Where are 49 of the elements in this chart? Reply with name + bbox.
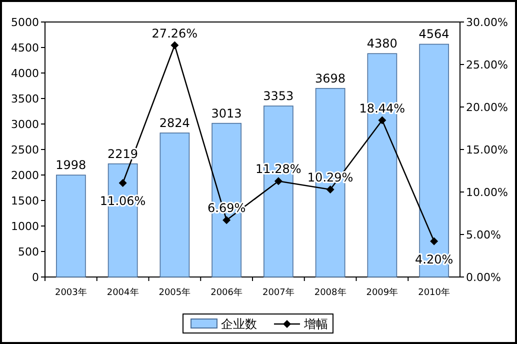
x-tick-label: 2008年	[314, 287, 346, 298]
point	[274, 177, 282, 186]
x-tick-label: 2007年	[262, 287, 294, 298]
x-tick-label: 2004年	[106, 287, 139, 298]
point	[430, 237, 438, 246]
y-tick-label: 4000	[11, 67, 39, 80]
data-label: 3353	[263, 88, 294, 103]
data-label: 4380	[366, 36, 398, 51]
data-label: 18.44%	[359, 101, 406, 116]
data-label: 4.20%	[415, 252, 454, 266]
y-tick-label: 5000	[11, 16, 39, 29]
x-tick-label: 2006年	[210, 287, 243, 298]
data-label: 3698	[315, 71, 346, 86]
y2-tick-label: 30.00%	[466, 16, 508, 29]
x-tick-label: 2003年	[54, 287, 87, 298]
point	[326, 186, 334, 194]
data-label: 2824	[159, 116, 190, 130]
x-tick-label: 2005年	[158, 287, 191, 298]
y2-tick-label: 0.00%	[466, 271, 501, 284]
x-tick-label: 2010年	[418, 287, 450, 298]
point	[222, 216, 231, 224]
y-tick-label: 3500	[11, 92, 39, 106]
y2-tick-label: 15.00%	[466, 144, 508, 156]
point	[170, 41, 179, 50]
x-tick-label: 2009年	[366, 287, 398, 298]
data-label: 1998	[56, 158, 86, 172]
y-tick-label: 500	[18, 246, 39, 258]
legend-label: 企业数	[221, 317, 257, 331]
data-label: 11.28%	[256, 162, 302, 176]
y-tick-label: 4500	[11, 42, 39, 54]
y2-tick-label: 5.00%	[466, 228, 501, 242]
y-tick-label: 3000	[11, 118, 39, 131]
y-tick-label: 2500	[11, 144, 39, 156]
data-label: 4564	[418, 27, 450, 42]
y2-tick-label: 25.00%	[466, 58, 508, 72]
y-tick-label: 2000	[11, 169, 39, 182]
point	[378, 116, 386, 124]
bar	[56, 174, 86, 278]
y2-tick-label: 10.00%	[466, 186, 508, 199]
point	[118, 178, 127, 187]
bar	[160, 132, 190, 278]
data-label: 27.26%	[152, 26, 198, 40]
data-label: 11.06%	[100, 194, 146, 208]
y-tick-label: 1000	[11, 220, 39, 233]
y-tick-label: 1500	[11, 194, 39, 208]
data-label: 3013	[211, 106, 242, 120]
y2-tick-label: 20.00%	[466, 101, 508, 114]
y-tick-label: 0	[32, 271, 39, 284]
legend-label: 增幅	[303, 317, 328, 331]
